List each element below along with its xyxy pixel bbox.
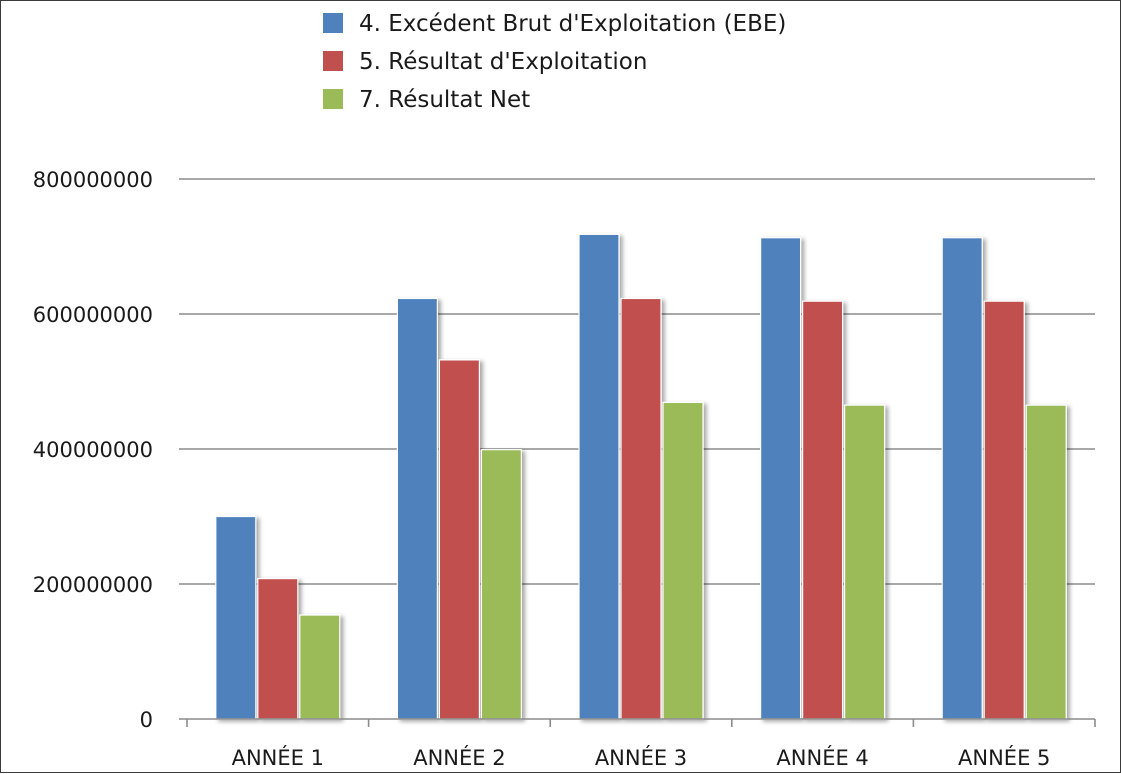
bar-series1-cat3 bbox=[578, 233, 620, 720]
legend: 4. Excédent Brut d'Exploitation (EBE) 5. … bbox=[323, 11, 786, 113]
legend-label-2: 5. Résultat d'Exploitation bbox=[359, 49, 647, 75]
bar-series2-cat5 bbox=[983, 300, 1025, 720]
bar-series1-cat5 bbox=[941, 237, 983, 720]
bar-series1-cat1 bbox=[215, 515, 257, 720]
y-tick-label-3: 600000000 bbox=[33, 303, 153, 327]
y-tick-label-0: 0 bbox=[140, 708, 153, 732]
bar-series3-cat1 bbox=[299, 614, 341, 720]
legend-swatch-2 bbox=[323, 51, 343, 71]
bar-series1-cat2 bbox=[396, 297, 438, 720]
y-axis-tick-labels: 0 200000000 400000000 600000000 800000000 bbox=[33, 168, 153, 732]
bar-series3-cat5 bbox=[1025, 404, 1067, 720]
x-tick-label-4: ANNÉE 4 bbox=[776, 745, 868, 770]
bar-series3-cat3 bbox=[662, 401, 704, 720]
bar-series2-cat1 bbox=[257, 577, 299, 720]
x-tick-label-1: ANNÉE 1 bbox=[232, 745, 324, 770]
bar-series2-cat2 bbox=[438, 359, 480, 720]
legend-label-3: 7. Résultat Net bbox=[359, 87, 530, 113]
y-tick-label-4: 800000000 bbox=[33, 168, 153, 192]
x-axis-tick-labels: ANNÉE 1 ANNÉE 2 ANNÉE 3 ANNÉE 4 ANNÉE 5 bbox=[232, 745, 1051, 770]
bar-series1-cat4 bbox=[759, 237, 802, 720]
y-tick-label-2: 400000000 bbox=[33, 438, 153, 462]
x-tick-label-3: ANNÉE 3 bbox=[595, 745, 687, 770]
x-tick-label-2: ANNÉE 2 bbox=[413, 745, 505, 770]
bar-series3-cat2 bbox=[480, 449, 522, 720]
y-tick-label-1: 200000000 bbox=[33, 573, 153, 597]
x-tick-label-5: ANNÉE 5 bbox=[958, 745, 1050, 770]
legend-swatch-1 bbox=[323, 13, 343, 33]
bar-series3-cat4 bbox=[843, 404, 886, 720]
bars bbox=[215, 233, 1067, 720]
x-axis bbox=[179, 718, 1096, 727]
legend-swatch-3 bbox=[323, 89, 343, 109]
bar-series2-cat3 bbox=[620, 297, 662, 720]
bar-series2-cat4 bbox=[801, 300, 844, 720]
legend-label-1: 4. Excédent Brut d'Exploitation (EBE) bbox=[359, 11, 786, 37]
